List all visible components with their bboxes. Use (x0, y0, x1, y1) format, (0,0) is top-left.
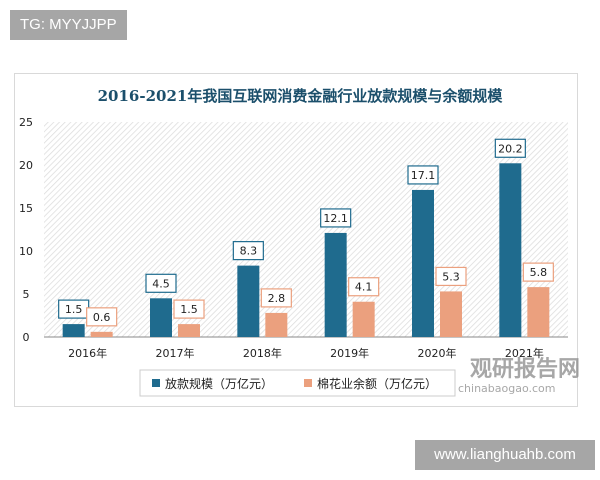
legend-label: 放款规模（万亿元） (165, 376, 273, 391)
bar-loan (324, 232, 347, 337)
data-label-box (435, 266, 467, 287)
legend-swatch (152, 379, 160, 387)
x-tick-label: 2019年 (330, 346, 369, 360)
chart-title: 2016-2021年我国互联网消费金融行业放款规模与余额规模 (98, 87, 504, 105)
bar-balance (527, 287, 550, 337)
legend (139, 369, 456, 397)
bar-balance (352, 301, 375, 337)
bar-loan (499, 163, 522, 337)
data-label-box (86, 307, 118, 327)
y-tick-label: 25 (19, 116, 33, 129)
data-label: 1.5 (180, 303, 198, 316)
y-tick-label: 5 (23, 288, 30, 301)
data-label-box (173, 299, 205, 319)
data-label: 20.2 (498, 142, 523, 155)
legend-label: 棉花业余额（万亿元） (317, 376, 437, 391)
y-tick-label: 15 (19, 202, 33, 215)
data-label-box (407, 165, 439, 185)
y-tick-label: 20 (19, 159, 33, 172)
logo: 观研报告网 chinabaogao.com (458, 357, 580, 395)
legend-swatch (304, 379, 312, 387)
data-label-box (320, 208, 352, 228)
data-label: 2.8 (268, 292, 286, 305)
bar-loan (237, 265, 260, 337)
bar-balance (90, 331, 113, 337)
data-label: 5.3 (442, 270, 460, 283)
data-label: 0.6 (93, 311, 111, 324)
data-label: 4.5 (152, 277, 170, 290)
logo-en: chinabaogao.com (458, 382, 556, 395)
data-label: 12.1 (323, 212, 348, 225)
bar-balance (440, 291, 462, 337)
data-label: 1.5 (65, 303, 83, 316)
data-label: 17.1 (411, 169, 436, 182)
bar-loan (62, 324, 85, 337)
bar-balance (178, 324, 200, 337)
data-label-box (145, 273, 177, 293)
data-label: 4.1 (355, 281, 373, 294)
y-tick-label: 10 (19, 245, 33, 258)
x-tick-label: 2020年 (418, 346, 457, 360)
watermark-bottom: www.lianghuahb.com (415, 440, 595, 470)
data-label-box (522, 262, 554, 282)
x-tick-label: 2016年 (68, 346, 107, 360)
plot-area (44, 122, 568, 337)
data-label-box (348, 277, 380, 297)
data-label-box (232, 241, 264, 261)
x-tick-label: 2021年 (505, 346, 544, 360)
bar-balance (265, 312, 288, 337)
bar-loan (150, 298, 172, 337)
data-label-box (494, 138, 526, 158)
logo-cn: 观研报告网 (470, 357, 580, 382)
bar-loan (412, 189, 434, 337)
data-label-box (260, 288, 292, 308)
watermark-top: TG: MYYJJPP (10, 10, 127, 40)
data-label: 8.3 (240, 245, 258, 258)
data-label: 5.8 (530, 266, 548, 279)
x-tick-label: 2017年 (156, 346, 195, 360)
y-tick-label: 0 (23, 331, 30, 344)
x-tick-label: 2018年 (243, 346, 282, 360)
